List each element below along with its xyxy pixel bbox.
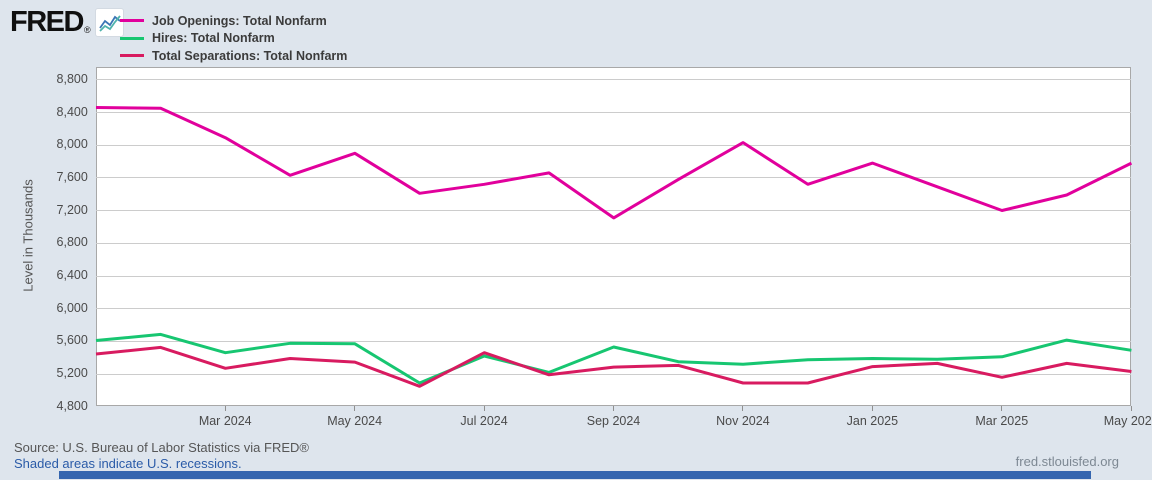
x-axis-tick-mark bbox=[613, 406, 614, 412]
gridline bbox=[95, 112, 1132, 113]
series-line-total-separations-total-nonfarm bbox=[95, 345, 1132, 388]
x-axis-tick-mark bbox=[1001, 406, 1003, 412]
gridline bbox=[95, 308, 1132, 310]
registered-mark: ® bbox=[83, 25, 91, 35]
recessions-note-link[interactable]: Shaded areas indicate U.S. recessions. bbox=[14, 456, 242, 471]
legend-item-label: Job Openings: Total Nonfarm bbox=[152, 13, 327, 28]
legend-swatch-line bbox=[120, 19, 144, 23]
legend-swatch-line bbox=[120, 54, 144, 58]
x-axis-tick-mark bbox=[224, 406, 226, 412]
legend-item: Job Openings: Total Nonfarm bbox=[120, 12, 347, 30]
y-axis-tick-label: 8,400 bbox=[56, 104, 88, 119]
gridline bbox=[95, 373, 1132, 375]
gridline bbox=[95, 177, 1132, 179]
series-line-hires-total-nonfarm bbox=[95, 332, 1132, 385]
gridline bbox=[95, 79, 1132, 81]
legend-item: Total Separations: Total Nonfarm bbox=[120, 47, 347, 65]
x-axis-tick-label: Mar 2025 bbox=[975, 414, 1029, 429]
gridline bbox=[95, 340, 1132, 342]
gridline bbox=[95, 210, 1132, 212]
x-axis-tick-label: Nov 2024 bbox=[716, 414, 770, 429]
series-lines-canvas bbox=[95, 105, 1132, 388]
legend-swatch-line bbox=[120, 36, 144, 40]
horizontal-scrollbar-thumb[interactable] bbox=[59, 471, 1091, 479]
y-axis-tick-label: 6,400 bbox=[56, 268, 88, 282]
series-line-job-openings-total-nonfarm bbox=[95, 105, 1132, 219]
y-axis-tick-label: 8,800 bbox=[56, 71, 88, 86]
fred-sparkline-icon bbox=[94, 8, 124, 37]
legend-item-label: Total Separations: Total Nonfarm bbox=[152, 48, 348, 63]
y-axis-tick-label: 8,000 bbox=[56, 137, 88, 152]
y-axis-tick-label: 7,200 bbox=[56, 202, 88, 217]
x-axis-tick-label: Mar 2024 bbox=[198, 414, 252, 429]
x-axis-tick-label: May 2024 bbox=[327, 414, 383, 429]
legend-item-label: Hires: Total Nonfarm bbox=[152, 31, 275, 46]
y-axis-tick-label: 7,600 bbox=[56, 169, 88, 184]
x-axis-tick-mark bbox=[742, 406, 744, 412]
x-axis-tick-label: Sep 2024 bbox=[586, 414, 641, 429]
fred-site-link[interactable]: fred.stlouisfed.org bbox=[1015, 454, 1119, 469]
gridline bbox=[95, 275, 1132, 277]
y-axis-tick-label: 4,800 bbox=[56, 398, 88, 413]
gridline bbox=[95, 242, 1132, 244]
y-axis-tick-label: 5,200 bbox=[56, 366, 88, 381]
fred-logo-text: FRED bbox=[10, 6, 84, 38]
y-axis-tick-label: 6,800 bbox=[56, 235, 88, 250]
x-axis-tick-label: Jan 2025 bbox=[846, 414, 899, 429]
y-axis-tick-label: 6,000 bbox=[56, 300, 88, 315]
chart-legend: Job Openings: Total Nonfarm Hires: Total … bbox=[120, 12, 347, 65]
source-attribution: Source: U.S. Bureau of Labor Statistics … bbox=[14, 440, 309, 455]
x-axis-tick-label: Jul 2024 bbox=[460, 414, 508, 429]
x-axis-tick-mark bbox=[871, 406, 873, 412]
fred-logo[interactable]: FRED ® bbox=[10, 6, 124, 39]
y-axis-tick-label: 5,600 bbox=[56, 333, 88, 348]
x-axis-tick-mark bbox=[483, 406, 485, 412]
x-axis-tick-label: May 2025 bbox=[1103, 414, 1152, 429]
x-axis-tick-mark bbox=[1130, 406, 1132, 412]
plot-area bbox=[95, 66, 1132, 407]
gridline bbox=[95, 144, 1132, 146]
x-axis-tick-mark bbox=[354, 406, 356, 412]
legend-item: Hires: Total Nonfarm bbox=[120, 30, 347, 48]
